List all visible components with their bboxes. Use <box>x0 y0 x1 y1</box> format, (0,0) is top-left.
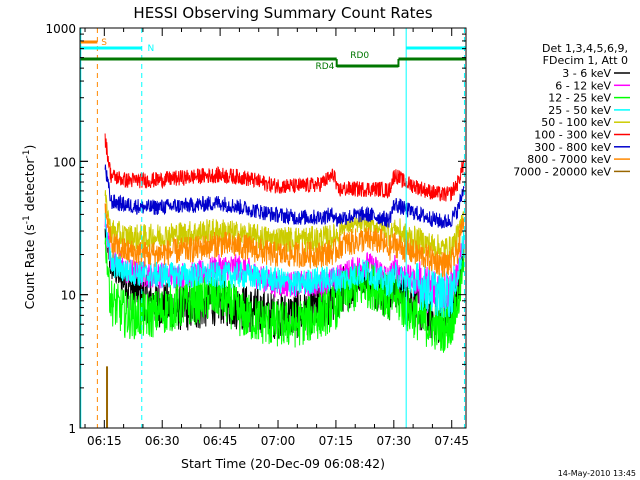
annotation-s: S <box>101 38 107 48</box>
legend-header-line-2: FDecim 1, Att 0 <box>543 54 628 67</box>
series-line-2 <box>104 237 465 353</box>
x-tick-label: 06:15 <box>87 434 122 448</box>
legend-item-label-7: 800 - 7000 keV <box>527 153 611 166</box>
legend-header-line-1: Det 1,3,4,5,6,9, <box>542 42 628 55</box>
x-tick-label: 07:15 <box>319 434 354 448</box>
y-tick-label: 1 <box>68 422 76 436</box>
legend-item-label-4: 50 - 100 keV <box>541 116 611 129</box>
x-tick-label: 07:30 <box>377 434 412 448</box>
y-tick-label: 1000 <box>45 22 76 36</box>
legend-item-label-2: 12 - 25 keV <box>548 92 611 105</box>
legend: Det 1,3,4,5,6,9, FDecim 1, Att 0 3 - 6 k… <box>513 42 630 178</box>
chart-title: HESSI Observing Summary Count Rates <box>133 4 432 22</box>
y-axis-label-sup2: -1 <box>22 150 32 159</box>
y-axis-label-mid: detector <box>22 158 37 216</box>
annotation-rd0: RD0 <box>350 51 369 61</box>
annotation-rd4: RD4 <box>315 62 334 72</box>
y-tick-label: 10 <box>61 289 76 303</box>
y-axis-label: Count Rate (s-1 detector-1) <box>22 145 37 310</box>
x-tick-label: 06:45 <box>203 434 238 448</box>
x-axis-label: Start Time (20-Dec-09 06:08:42) <box>181 456 385 471</box>
x-tick-label: 07:45 <box>434 434 469 448</box>
series-line-3 <box>104 212 465 318</box>
y-axis-label-end: ) <box>22 145 37 150</box>
x-tick-label: 07:00 <box>261 434 296 448</box>
timestamp-footer: 14-May-2010 13:45 <box>558 469 636 478</box>
series-line-6 <box>104 164 465 229</box>
y-axis-label-sup1: -1 <box>22 215 32 224</box>
plot-area: S N RD0 RD4 1 10 100 1000 06:15 06:30 06:45 07:00 07… <box>45 22 469 448</box>
annotation-n: N <box>148 44 155 54</box>
legend-item-label-3: 25 - 50 keV <box>548 104 611 117</box>
y-tick-label: 100 <box>53 155 76 169</box>
series-line-7 <box>104 203 465 278</box>
legend-item-label-6: 300 - 800 keV <box>534 141 611 154</box>
legend-item-label-0: 3 - 6 keV <box>562 67 611 80</box>
plot-frame <box>79 27 467 429</box>
series-line-5 <box>104 133 465 202</box>
y-axis-label-main: Count Rate (s <box>22 224 37 309</box>
x-tick-label: 06:30 <box>145 434 180 448</box>
legend-item-label-8: 7000 - 20000 keV <box>513 165 611 178</box>
legend-item-label-5: 100 - 300 keV <box>534 129 611 142</box>
legend-item-label-1: 6 - 12 keV <box>555 79 611 92</box>
